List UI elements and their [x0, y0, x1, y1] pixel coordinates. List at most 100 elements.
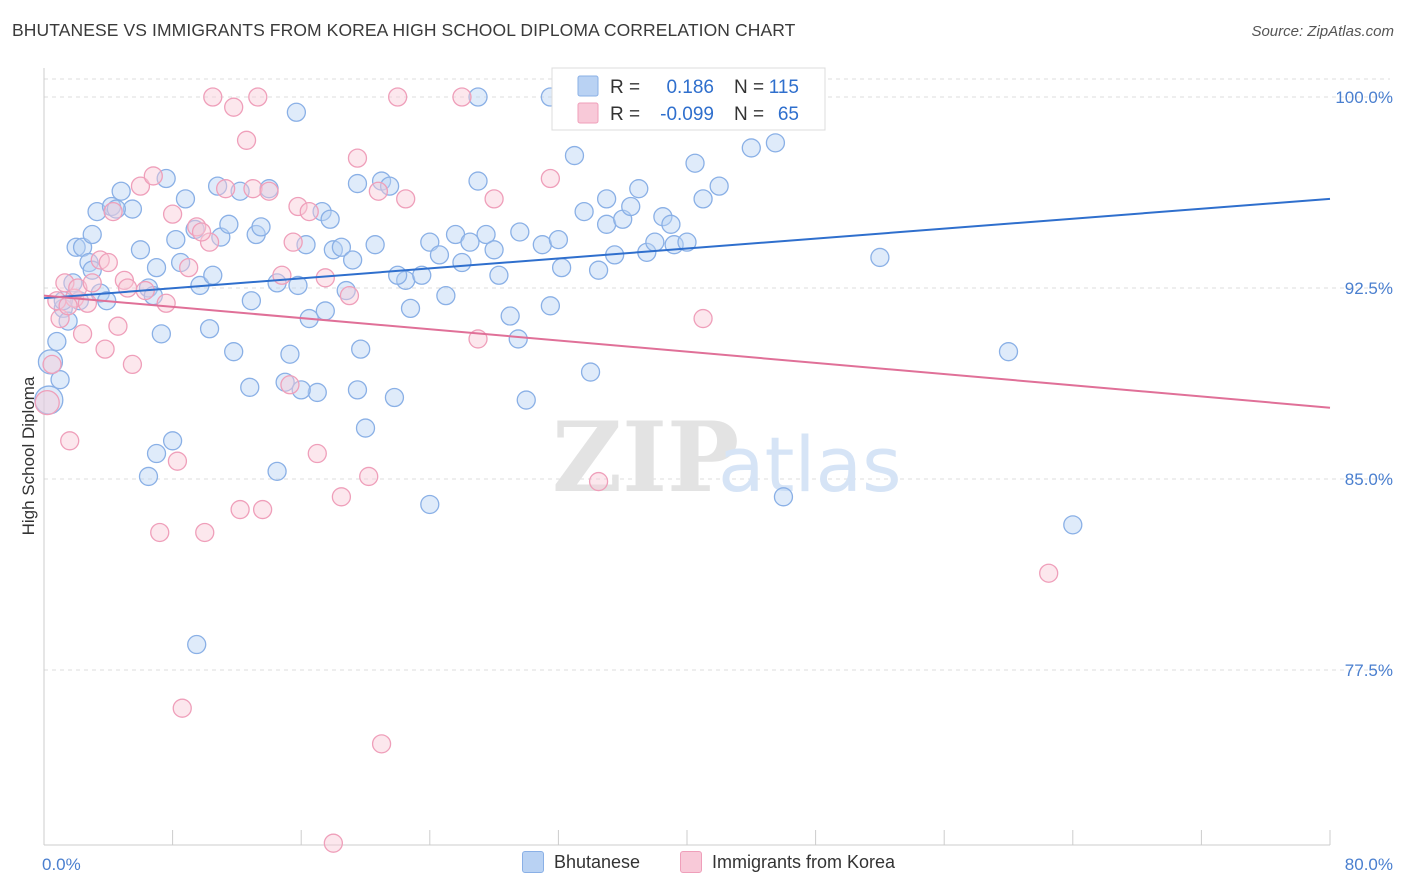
bhutanese-point: [429, 245, 450, 265]
bhutanese-point: [484, 240, 504, 260]
bhutanese-point: [596, 189, 617, 209]
bhutanese-point: [420, 232, 440, 252]
bhutanese-point: [870, 247, 890, 268]
bhutanese-point: [773, 487, 794, 507]
korea-point: [42, 354, 62, 375]
bhutanese-point: [452, 252, 472, 273]
legend-swatch-blue: [577, 75, 599, 97]
korea-point: [331, 487, 352, 507]
bhutanese-point: [420, 494, 440, 515]
legend-swatch-pink: [577, 102, 599, 124]
bhutanese-point: [468, 171, 488, 191]
korea-point: [1039, 563, 1059, 583]
korea-point: [248, 87, 268, 107]
korea-point: [82, 273, 102, 293]
korea-point: [236, 130, 257, 150]
korea-point: [68, 278, 88, 298]
korea-point: [387, 87, 408, 107]
bhutanese-point: [106, 199, 126, 219]
bottom-legend-label-bhutanese: Bhutanese: [554, 851, 641, 872]
gridlines: [44, 78, 1390, 671]
bhutanese-point: [653, 207, 673, 227]
korea-point: [191, 222, 212, 242]
bhutanese-point: [342, 250, 363, 270]
korea-point: [452, 87, 472, 107]
bhutanese-point: [1063, 515, 1083, 535]
korea-point: [58, 296, 78, 316]
bhutanese-point: [241, 291, 262, 311]
legend-n-label-1: N =: [734, 77, 764, 98]
source-label: Source: ZipAtlas.com: [1251, 23, 1394, 40]
bhutanese-point: [307, 382, 327, 403]
y-tick-label: 92.5%: [1345, 279, 1393, 298]
korea-point: [122, 354, 143, 375]
bottom-legend-label-korea: Immigrants from Korea: [712, 851, 896, 872]
korea-point: [156, 293, 176, 313]
bhutanese-point: [645, 232, 665, 252]
korea-point: [195, 522, 215, 543]
bhutanese-point: [347, 380, 368, 400]
bhutanese-point: [280, 344, 300, 364]
korea-point: [230, 499, 250, 520]
korea-point: [162, 204, 183, 224]
korea-point: [167, 451, 188, 471]
korea-point: [252, 499, 273, 520]
korea-point: [484, 189, 504, 209]
bhutanese-point: [685, 153, 705, 173]
bhutanese-point: [166, 229, 186, 250]
korea-point: [72, 324, 93, 344]
bottom-legend-item-korea: Immigrants from Korea: [680, 851, 895, 873]
bhutanese-point: [187, 634, 207, 655]
bottom-legend-swatch-blue: [522, 851, 544, 873]
korea-point: [540, 168, 561, 189]
bhutanese-point: [162, 431, 183, 451]
y-tick-label: 85.0%: [1345, 470, 1393, 489]
bhutanese-trendline: [43, 197, 1331, 300]
bhutanese-point: [677, 232, 697, 252]
korea-point: [130, 176, 151, 196]
bhutanese-point: [489, 265, 509, 285]
korea-point: [143, 166, 163, 186]
bhutanese-point: [580, 362, 601, 382]
legend-r-label-2: R =: [610, 104, 640, 125]
bhutanese-point: [629, 179, 649, 199]
bhutanese-point: [151, 324, 171, 344]
korea-trendline: [43, 294, 1331, 409]
bhutanese-point: [510, 222, 530, 242]
watermark: ZIP atlas: [552, 401, 902, 514]
bhutanese-point: [621, 196, 641, 217]
bhutanese-point: [286, 102, 307, 122]
bhutanese-point: [460, 232, 480, 252]
bhutanese-point: [224, 342, 244, 362]
korea-point: [299, 201, 319, 222]
korea-point: [693, 308, 713, 329]
korea-point: [396, 189, 416, 209]
korea-point: [288, 196, 308, 217]
bhutanese-point: [532, 235, 552, 255]
bhutanese-point: [351, 339, 371, 359]
korea-point: [359, 466, 379, 487]
korea-point: [179, 257, 199, 278]
bhutanese-point: [564, 145, 585, 166]
bhutanese-point: [111, 181, 131, 201]
bhutanese-point: [765, 133, 786, 153]
bhutanese-point: [50, 370, 70, 390]
bhutanese-point: [596, 214, 617, 234]
korea-point: [150, 522, 170, 543]
korea-point: [371, 734, 392, 754]
bhutanese-point: [336, 280, 356, 301]
bhutanese-point: [251, 217, 271, 237]
bhutanese-point: [551, 257, 572, 278]
korea-point: [117, 278, 138, 298]
legend-r-value-1: 0.186: [666, 77, 714, 98]
x-tick-label-end: 80.0%: [1345, 855, 1393, 874]
bhutanese-point: [130, 240, 151, 260]
bhutanese-point: [384, 387, 405, 408]
bhutanese-point: [203, 265, 223, 285]
legend-r-value-2: -0.099: [660, 104, 714, 125]
korea-point: [283, 232, 303, 252]
bhutanese-point: [508, 329, 528, 349]
bhutanese-point: [468, 87, 488, 107]
bhutanese-point: [47, 331, 67, 352]
bhutanese-point: [291, 380, 311, 400]
